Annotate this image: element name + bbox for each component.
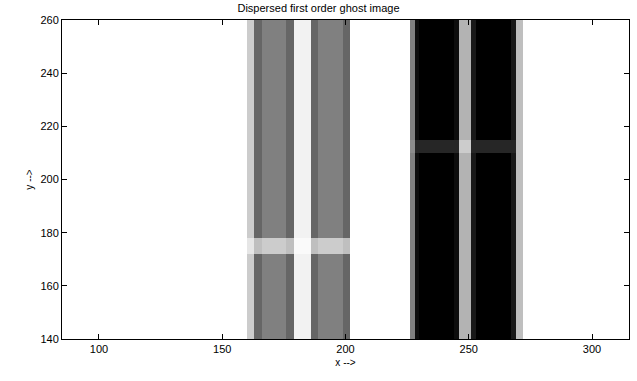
svg-text:260: 260	[40, 14, 58, 26]
svg-text:y -->: y -->	[24, 169, 35, 189]
svg-text:300: 300	[583, 343, 601, 355]
svg-text:220: 220	[40, 120, 58, 132]
svg-text:160: 160	[40, 280, 58, 292]
svg-text:Dispersed first order ghost im: Dispersed first order ghost image	[237, 2, 399, 14]
svg-text:200: 200	[40, 173, 58, 185]
svg-text:140: 140	[40, 333, 58, 345]
svg-text:x -->: x -->	[335, 357, 355, 368]
svg-text:250: 250	[460, 343, 478, 355]
svg-text:200: 200	[336, 343, 354, 355]
svg-text:240: 240	[40, 67, 58, 79]
svg-text:150: 150	[213, 343, 231, 355]
svg-text:100: 100	[90, 343, 108, 355]
svg-text:180: 180	[40, 227, 58, 239]
